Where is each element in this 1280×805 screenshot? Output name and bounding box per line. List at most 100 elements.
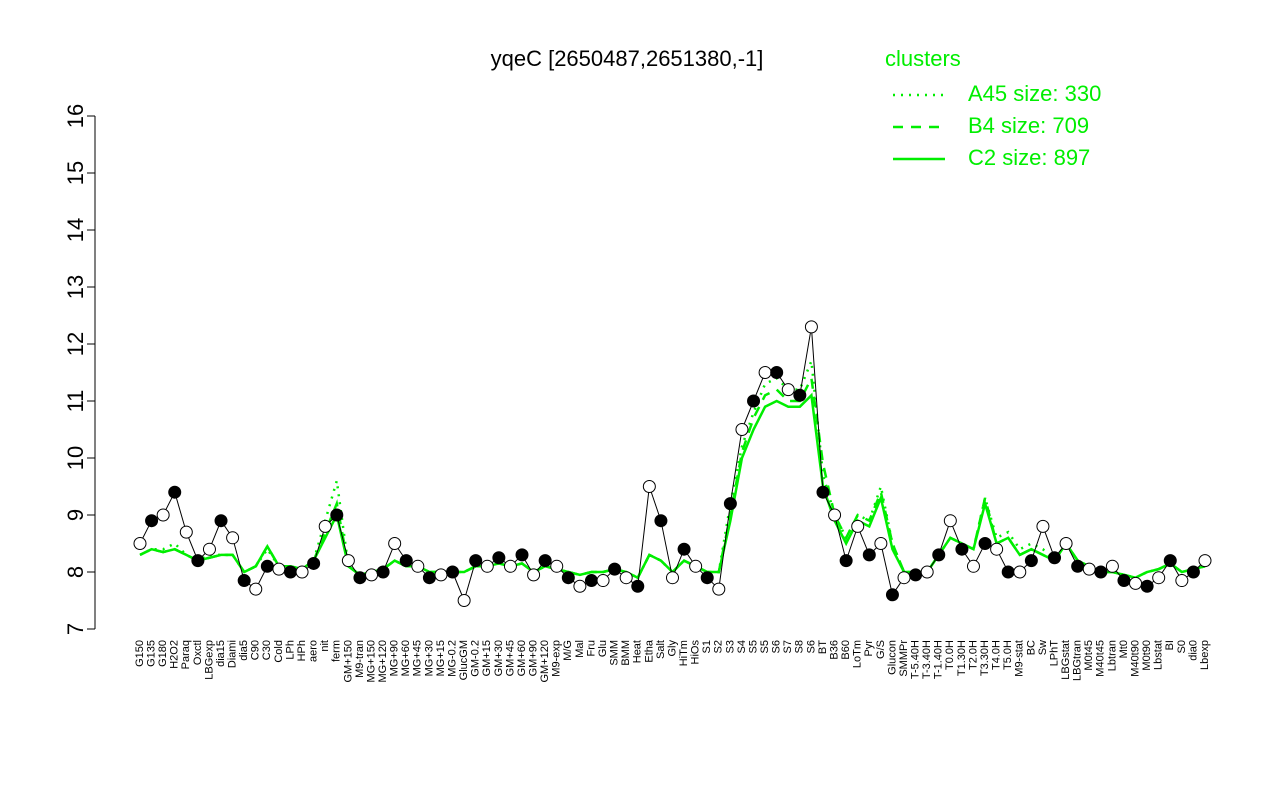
data-point — [133, 537, 147, 550]
data-point — [411, 559, 425, 573]
x-tick-label: BT — [817, 640, 829, 654]
data-point — [191, 554, 205, 568]
x-tick-label: MG-0.2 — [446, 640, 458, 677]
data-point — [434, 568, 448, 582]
y-tick-label: 8 — [63, 566, 88, 578]
data-point — [260, 559, 274, 573]
x-tick-label: HiOs — [690, 640, 702, 665]
data-point — [851, 519, 865, 533]
data-point — [422, 571, 436, 585]
x-tick-label: S0 — [1176, 640, 1188, 653]
data-point — [862, 548, 876, 562]
data-point — [237, 574, 251, 588]
x-tick-label: T3.30H — [979, 640, 991, 676]
data-point — [226, 531, 240, 545]
data-point — [1140, 579, 1154, 593]
x-tick-label: M40t45 — [1095, 640, 1107, 677]
x-tick-label: Lbexp — [1199, 640, 1211, 670]
data-point — [492, 551, 506, 565]
data-point — [561, 571, 575, 585]
x-tick-label: MG+150 — [365, 640, 377, 683]
x-tick-label: Sw — [1037, 640, 1049, 655]
x-tick-label: Lbstat — [1153, 640, 1165, 670]
y-tick-label: 9 — [63, 509, 88, 521]
x-tick-label: MG+45 — [412, 640, 424, 676]
data-point — [631, 579, 645, 593]
x-tick-label: G180 — [157, 640, 169, 667]
x-tick-label: B60 — [840, 640, 852, 660]
data-point — [156, 508, 170, 522]
x-tick-label: Glucon — [886, 640, 898, 675]
x-tick-label: T-5.40H — [910, 640, 922, 679]
data-point — [388, 537, 402, 550]
x-tick-label: MG+90 — [389, 640, 401, 676]
data-point — [920, 565, 934, 579]
x-tick-label: dia5 — [238, 640, 250, 661]
x-tick-label: dia0 — [1187, 640, 1199, 661]
data-point — [735, 423, 749, 436]
data-point — [307, 556, 321, 570]
y-tick-label: 14 — [63, 218, 88, 242]
data-point — [978, 537, 992, 550]
data-point — [202, 542, 216, 556]
data-point — [839, 554, 853, 568]
data-point — [642, 480, 656, 493]
x-tick-label: T-3.40H — [921, 640, 933, 679]
x-tick-label: dia15 — [215, 640, 227, 667]
x-tick-label: Diami — [227, 640, 239, 668]
data-point — [145, 514, 159, 528]
x-tick-label: S7 — [782, 640, 794, 653]
x-tick-label: LPhT — [1048, 640, 1060, 667]
x-tick-label: BMM — [620, 640, 632, 666]
x-tick-label: T5.0H — [1002, 640, 1014, 670]
x-tick-label: M0t90 — [1141, 640, 1153, 671]
data-point — [885, 588, 899, 602]
data-point — [828, 508, 842, 522]
data-point — [249, 582, 263, 596]
x-tick-label: Mal — [574, 640, 586, 658]
data-point — [966, 559, 980, 573]
data-point — [480, 559, 494, 573]
legend-label: B4 size: 709 — [968, 113, 1089, 138]
x-tick-label: SMMPr — [898, 640, 910, 677]
legend-label: A45 size: 330 — [968, 81, 1101, 106]
data-point — [330, 508, 344, 522]
legend-title: clusters — [885, 46, 961, 71]
data-point — [1001, 565, 1015, 579]
data-point — [469, 554, 483, 568]
data-point — [666, 571, 679, 585]
data-point — [446, 565, 460, 579]
data-point — [1024, 554, 1038, 568]
x-tick-label: S6 — [805, 640, 817, 653]
data-point — [503, 559, 517, 573]
x-tick-label: LPh — [284, 640, 296, 660]
x-tick-label: Fru — [585, 640, 597, 657]
x-tick-label: M9-tran — [354, 640, 366, 678]
x-tick-label: G/S — [875, 640, 887, 659]
data-point — [1117, 574, 1131, 588]
x-tick-label: MG+15 — [435, 640, 447, 676]
data-point — [758, 366, 772, 379]
legend-label: C2 size: 897 — [968, 145, 1090, 170]
x-tick-label: Cold — [273, 640, 285, 663]
cluster-line — [139, 392, 1206, 580]
chart-title: yqeC [2650487,2651380,-1] — [491, 46, 764, 71]
data-point — [700, 571, 714, 585]
x-tick-label: GM+90 — [527, 640, 539, 676]
x-tick-label: LBGexp — [203, 640, 215, 680]
data-point — [550, 559, 564, 573]
data-point — [283, 565, 297, 579]
x-tick-label: GlucGM — [458, 640, 470, 680]
x-tick-label: M0t45 — [1083, 640, 1095, 671]
data-line — [139, 326, 1206, 603]
data-point — [793, 388, 807, 402]
x-tick-label: M9-stat — [1014, 640, 1026, 677]
x-tick-label: GM+150 — [342, 640, 354, 683]
data-point — [723, 497, 737, 511]
data-point — [1163, 554, 1177, 568]
y-tick-label: 11 — [63, 390, 88, 413]
data-point — [295, 565, 309, 579]
x-tick-label: LBGstat — [1060, 640, 1072, 680]
x-tick-label: GM+15 — [481, 640, 493, 676]
